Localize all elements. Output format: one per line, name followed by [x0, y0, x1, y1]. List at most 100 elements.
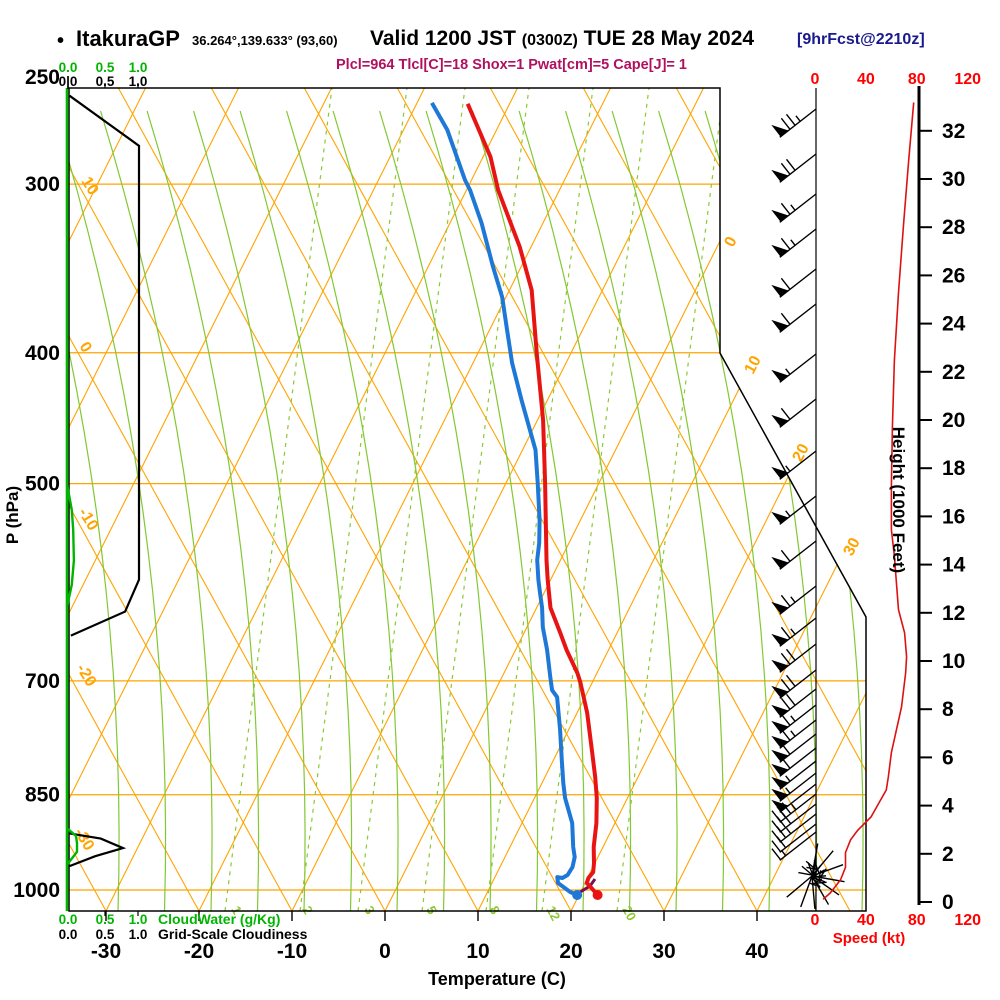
plot-border: [68, 87, 867, 912]
wind-barb: [771, 585, 817, 615]
dry-adiabat-line: [489, 88, 866, 911]
isotherm-line: [756, 88, 866, 911]
cloudiness-profile-upper: [68, 94, 141, 637]
dry-adiabat-line: [861, 88, 866, 911]
speed-tick-label-top: 120: [954, 71, 981, 88]
wind-barb: [771, 719, 817, 749]
station-name: ItakuraGP: [76, 26, 180, 51]
wind-barb: [771, 772, 817, 802]
height-tick-label: 6: [942, 746, 954, 769]
height-tick-label: 16: [942, 505, 965, 528]
temperature-surface-dot: [592, 890, 603, 901]
isotherm-label-left: -20: [73, 661, 100, 690]
height-tick-label: 4: [942, 795, 954, 818]
wind-speed-curve: [822, 102, 915, 900]
pressure-tick-label: 700: [25, 670, 60, 693]
dry-adiabat-line: [210, 88, 665, 911]
isotherm-label-right: 10: [742, 353, 765, 377]
moist-adiabat-line: [611, 110, 725, 911]
temp-tick-label: -20: [184, 940, 214, 963]
height-tick-label: 0: [942, 891, 954, 914]
valid-utc-paren: (0300Z): [521, 32, 578, 49]
dry-adiabat-line: [675, 88, 866, 911]
moist-adiabat-line: [332, 110, 446, 911]
moist-adiabat-line: [379, 110, 492, 911]
dry-adiabat-line: [69, 88, 293, 911]
wind-barb: [771, 108, 817, 138]
cloudwater-scale-top: 0.0: [59, 60, 78, 75]
speed-tick-label-bottom: 40: [857, 912, 875, 929]
wind-barb: [771, 268, 817, 298]
dry-adiabat-line: [69, 88, 200, 911]
isotherm-line: [570, 88, 866, 911]
mixing-ratio-line: [224, 88, 333, 911]
temperature-dewpoint-curves: [430, 101, 603, 901]
cloudiness-scale-top: 0|0: [59, 74, 78, 89]
temp-tick-label: 30: [652, 940, 675, 963]
temp-tick-label: 40: [745, 940, 768, 963]
isotherm-line: [291, 88, 704, 911]
wind-barb-column: [771, 88, 845, 911]
moist-adiabat-line: [658, 110, 771, 911]
isotherm-label-left: 10: [78, 174, 102, 198]
pressure-axis-title: P (hPa): [3, 486, 22, 544]
moist-adiabat-line: [69, 110, 167, 911]
cloudiness-scale-bottom: 0.0: [59, 927, 78, 942]
moist-adiabat-line: [193, 110, 306, 911]
moist-adiabat-line: [286, 110, 399, 911]
wind-barb: [771, 813, 817, 843]
wind-barb: [771, 831, 817, 861]
height-tick-label: 14: [942, 554, 966, 577]
temp-tick-label: 0: [379, 940, 391, 963]
cloudwater-scale-top: 1.0: [129, 60, 148, 75]
mixing-ratio-line: [541, 88, 650, 911]
wind-barb: [771, 760, 817, 790]
pressure-tick-label: 500: [25, 473, 60, 496]
moist-adiabat-line: [565, 110, 678, 911]
mixing-ratio-line: [299, 88, 408, 911]
dewpoint-surface-dot: [572, 890, 583, 901]
wind-barb: [771, 193, 817, 223]
height-tick-label: 28: [942, 216, 966, 239]
pressure-tick-label: 850: [25, 784, 60, 807]
isotherm-line: [69, 88, 332, 911]
wind-barb: [771, 733, 817, 763]
cloudwater-scale-top: 0.5: [96, 60, 115, 75]
cloudiness-scale-top: 1.0: [129, 74, 148, 89]
height-tick-label: 20: [942, 409, 965, 432]
pressure-tick-label: 300: [25, 173, 60, 196]
wind-barb: [771, 704, 817, 734]
moist-adiabat-line: [69, 110, 120, 911]
wind-barb: [771, 823, 817, 853]
mixing-ratio-label: 2: [299, 903, 316, 916]
isotherm-line: [198, 88, 611, 911]
speed-tick-label-top: 80: [908, 71, 926, 88]
wind-barb: [771, 540, 817, 570]
skewt-background-grid: [69, 88, 1000, 911]
wind-barb: [771, 669, 817, 699]
pressure-tick-label: 1000: [13, 879, 60, 902]
cloudwater-scale-bottom: 0.0: [59, 912, 78, 927]
valid-prefix: Valid 1200 JST: [370, 27, 522, 50]
temp-tick-label: -10: [277, 940, 307, 963]
moist-adiabat-line: [146, 110, 260, 911]
valid-suffix: TUE 28 May 2024: [577, 27, 755, 50]
pressure-tick-label: 250: [25, 66, 60, 89]
moist-adiabat-line: [100, 110, 213, 911]
cloudiness-scale-bottom: 1.0: [129, 927, 148, 942]
speed-tick-label-bottom: 80: [908, 912, 926, 929]
isotherm-label-right: 20: [790, 441, 813, 465]
cloudwater-scale-bottom: 1.0: [129, 912, 148, 927]
dry-adiabat-line: [955, 88, 1000, 911]
temp-tick-label: 20: [559, 940, 582, 963]
wind-barb: [771, 688, 817, 718]
cloudwater-profile-low: [66, 827, 79, 866]
isotherm-line: [384, 88, 797, 911]
cloudiness-profile-low: [69, 832, 127, 868]
sounding-parameters: Plcl=964 Tlcl[C]=18 Shox=1 Pwat[cm]=5 Ca…: [336, 57, 687, 73]
isotherm-label-left: -30: [71, 825, 98, 854]
dry-adiabat-line: [69, 88, 479, 911]
